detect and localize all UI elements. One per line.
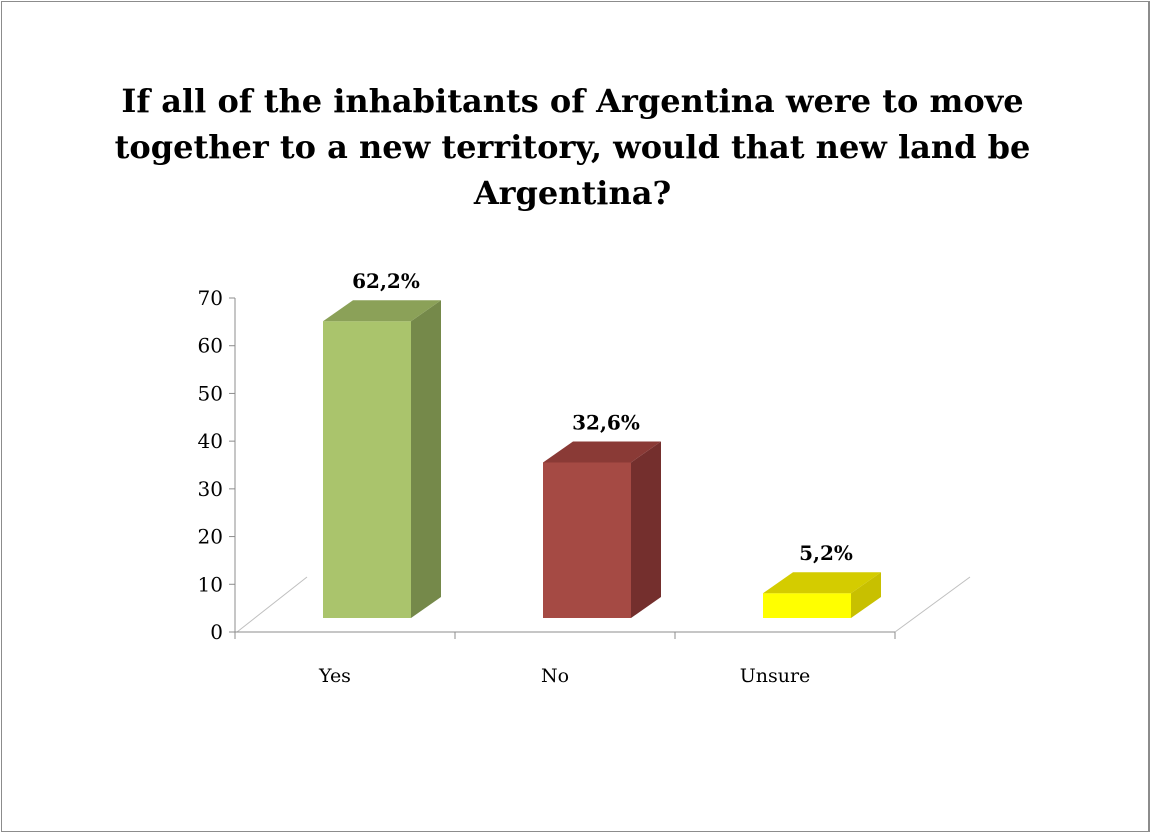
y-tick-label: 10 — [198, 572, 223, 596]
bar-no-front — [543, 462, 631, 618]
bar-yes-front — [323, 321, 411, 618]
floor-left-edge — [236, 576, 308, 633]
category-label-unsure: Unsure — [740, 665, 811, 687]
y-tick-label: 50 — [198, 381, 223, 405]
bar-yes-side — [411, 300, 441, 618]
category-label-yes: Yes — [318, 665, 351, 687]
data-label-yes: 62,2% — [352, 269, 420, 293]
bar-yes-top — [323, 300, 441, 322]
y-tick-label: 70 — [198, 286, 223, 310]
y-tick-label: 0 — [210, 620, 223, 644]
bar-no-side — [631, 441, 661, 618]
data-label-unsure: 5,2% — [799, 541, 853, 565]
y-tick-label: 30 — [198, 477, 223, 501]
floor-right-edge — [894, 576, 971, 633]
bar-unsure-top — [763, 572, 881, 594]
bar-no-top — [543, 441, 661, 463]
bar-unsure-front — [763, 593, 851, 618]
chart-title: If all of the inhabitants of Argentina w… — [114, 82, 1031, 212]
data-label-no: 32,6% — [572, 410, 640, 434]
y-tick-label: 60 — [198, 334, 223, 358]
y-tick-label: 40 — [198, 429, 223, 453]
y-tick-label: 20 — [198, 525, 223, 549]
category-label-no: No — [541, 665, 569, 687]
bar-unsure-side — [851, 572, 881, 618]
